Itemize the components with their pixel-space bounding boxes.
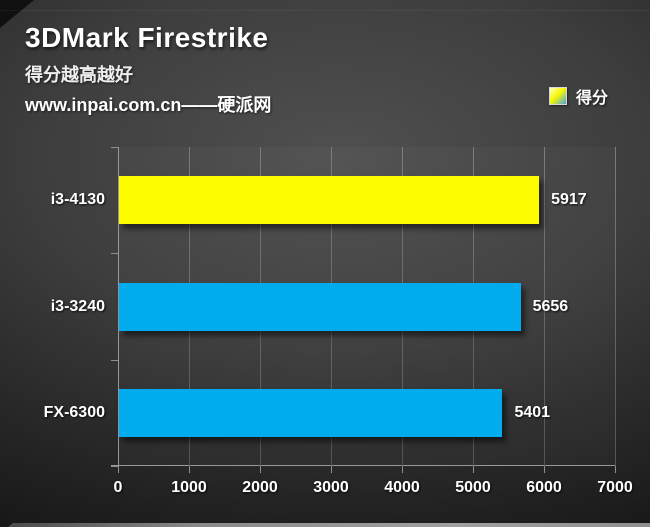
legend: 得分 (549, 84, 608, 108)
y-tick-mark (111, 466, 118, 467)
x-tick-mark (331, 466, 332, 473)
y-axis-line (118, 147, 119, 473)
x-tick-mark (260, 466, 261, 473)
x-axis-line (111, 465, 615, 466)
x-tick-mark (189, 466, 190, 473)
bar (119, 388, 503, 437)
x-tick-label: 2000 (242, 479, 278, 496)
top-edge-line (0, 10, 650, 11)
gridline (615, 147, 616, 466)
category-label: i3-3240 (50, 297, 105, 315)
bar-value-label: 5917 (551, 191, 587, 209)
y-tick-mark (111, 253, 118, 255)
x-tick-label: 4000 (384, 479, 420, 496)
x-tick-label: 1000 (171, 479, 207, 496)
watermark-text: www.inpai.com.cn——硬派网 (25, 95, 272, 115)
legend-swatch-icon (549, 87, 567, 105)
bar (119, 282, 521, 331)
category-label: i3-4130 (50, 191, 105, 209)
legend-label: 得分 (576, 90, 609, 107)
x-tick-mark (118, 466, 119, 473)
y-tick-mark (111, 147, 118, 148)
x-tick-label: 3000 (313, 479, 349, 496)
x-tick-mark (473, 466, 474, 473)
chart-title: 3DMark Firestrike (25, 22, 269, 53)
x-tick-mark (615, 466, 616, 473)
bar-value-label: 5656 (532, 297, 569, 315)
x-tick-mark (544, 466, 545, 473)
y-tick-mark (111, 359, 118, 361)
x-tick-label: 5000 (455, 479, 491, 496)
chart-subtitle: 得分越高越好 (25, 65, 133, 85)
x-tick-label: 6000 (526, 479, 562, 496)
corner-decoration (0, 0, 34, 28)
bar (119, 176, 540, 225)
gridline (544, 147, 545, 466)
x-tick-mark (402, 466, 403, 473)
x-tick-label: 7000 (597, 479, 633, 496)
bottom-edge-decoration (8, 523, 650, 527)
bar-value-label: 5401 (514, 403, 551, 421)
plot-area: 0 1000 2000 3000 4000 5000 6000 7000 5917 i3-4130… (44, 147, 633, 496)
x-tick-label: 0 (113, 479, 123, 496)
category-label: FX-6300 (43, 403, 105, 421)
